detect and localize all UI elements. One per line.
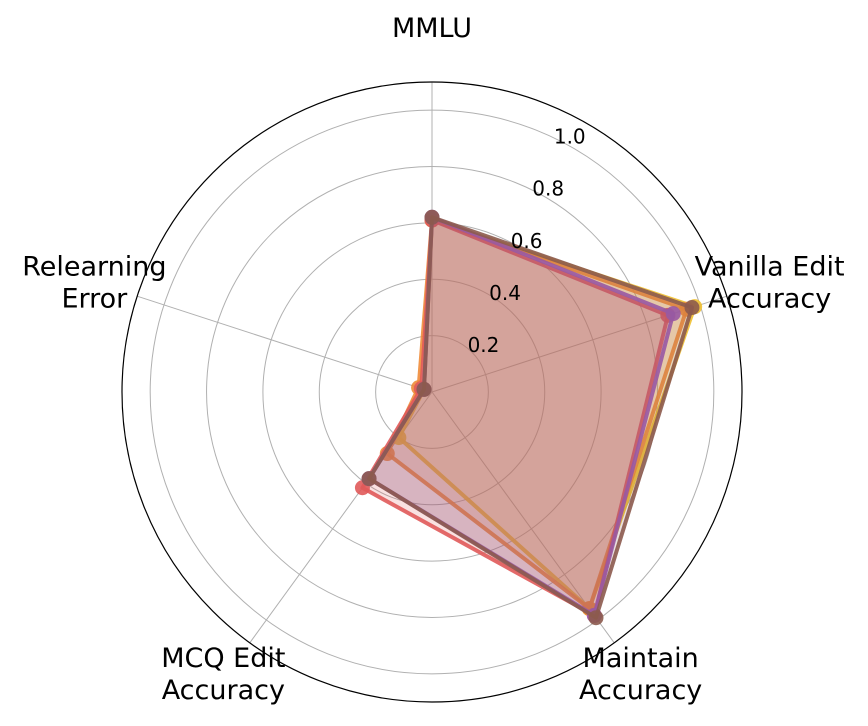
- axis-label-line: Accuracy: [708, 283, 831, 314]
- radar-grid: [121, 81, 743, 703]
- radial-tick-labels: 0.2 0.4 0.6 0.8 1.0: [468, 125, 586, 357]
- data-point: [424, 209, 440, 225]
- axis-label-line: Accuracy: [162, 675, 285, 706]
- tick-label: 0.8: [532, 177, 564, 201]
- tick-label: 0.6: [511, 229, 543, 253]
- data-point: [588, 610, 604, 626]
- axis-label-line: Maintain: [583, 643, 699, 674]
- axis-label-line: MCQ Edit: [161, 643, 285, 674]
- series-4: [361, 209, 700, 626]
- data-point: [684, 300, 700, 316]
- axis-label-line: Error: [61, 283, 128, 314]
- series-line: [385, 218, 689, 611]
- series-line: [360, 218, 670, 618]
- data-point: [416, 381, 432, 397]
- axis-label-0: MMLU: [392, 13, 472, 44]
- outer-frame: [121, 81, 743, 703]
- tick-label: 1.0: [554, 125, 586, 149]
- series-fill: [369, 217, 692, 618]
- series-fill: [369, 217, 674, 616]
- axis-label-line: Relearning: [22, 251, 166, 282]
- series-line: [367, 215, 694, 620]
- axis-label-line: Vanilla Edit: [695, 251, 845, 282]
- series-fill: [387, 220, 687, 609]
- grid-spoke: [137, 295, 433, 393]
- axis-label-line: Accuracy: [579, 675, 702, 706]
- data-point: [665, 306, 681, 322]
- tick-label: 0.2: [468, 333, 500, 357]
- axis-label-line: MMLU: [392, 13, 472, 44]
- series-fill: [362, 220, 668, 616]
- radar-series: [354, 209, 703, 626]
- data-point: [361, 471, 377, 487]
- tick-label: 0.4: [489, 281, 521, 305]
